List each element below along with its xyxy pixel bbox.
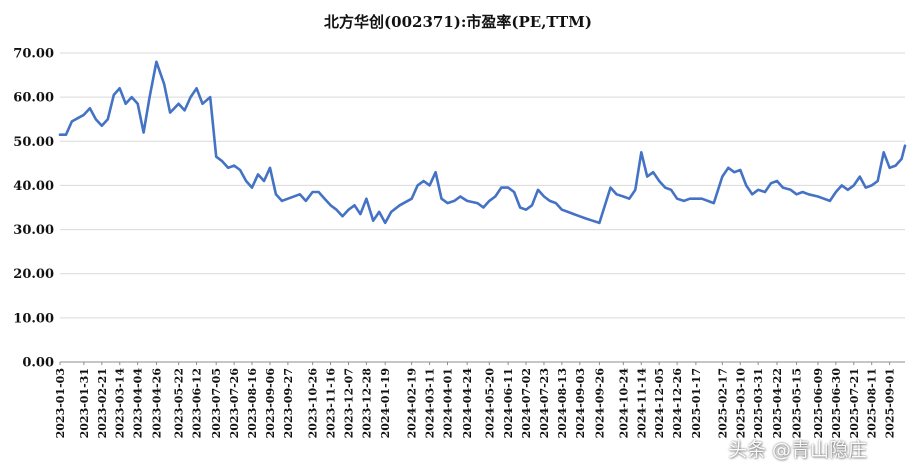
y-axis-tick-labels: 0.00 10.00 20.00 30.00 40.00 50.00 60.00 70.00 [13,47,54,371]
x-tick-label: 2024-04-01 [442,368,455,438]
x-tick-label: 2023-09-06 [264,368,277,439]
x-tick-label: 2024-07-02 [520,368,533,438]
pe-series-line [58,60,907,225]
watermark-text: 头条 @青山隐庄 [728,439,868,461]
x-tick-label: 2023-05-22 [173,368,186,438]
gridlines [60,52,905,319]
chart-title: 北方华创(002371):市盈率(PE,TTM) [324,13,592,31]
x-tick-label: 2025-02-17 [716,368,729,438]
y-tick-label: 10.00 [13,311,54,326]
y-tick-label: 30.00 [13,223,54,238]
x-tick-label: 2025-01-17 [690,368,703,438]
x-tick-label: 2023-07-05 [210,368,223,438]
x-tick-label: 2024-01-19 [379,368,392,438]
x-tick-label: 2023-12-28 [360,368,373,439]
x-tick-label: 2023-06-12 [191,368,204,438]
x-tick-label: 2023-08-16 [246,368,259,439]
y-tick-label: 70.00 [13,47,54,62]
x-tick-label: 2023-04-04 [132,368,145,439]
x-tick-label: 2025-07-21 [848,368,861,438]
x-tick-label: 2025-09-01 [884,368,897,438]
x-tick-label: 2023-02-21 [96,368,109,438]
x-tick-label: 2023-07-26 [228,368,241,439]
x-tick-label: 2024-08-13 [556,368,569,438]
x-tick-label: 2025-08-11 [866,368,879,438]
y-tick-label: 40.00 [13,179,54,194]
x-tick-label: 2023-10-26 [307,368,320,439]
x-tick-label: 2023-09-27 [282,368,295,438]
x-tick-label: 2024-03-11 [424,368,437,438]
y-tick-label: 20.00 [13,267,54,282]
x-tick-label: 2023-12-07 [342,368,355,438]
y-tick-label: 0.00 [22,356,54,371]
x-tick-label: 2024-09-26 [593,368,606,439]
x-tick-label: 2023-03-14 [114,368,127,439]
x-tick-label: 2025-06-30 [830,368,843,439]
x-tick-label: 2024-11-14 [635,368,648,439]
x-tick-label: 2023-11-16 [325,368,338,439]
x-tick-label: 2025-03-31 [752,368,765,438]
y-tick-label: 50.00 [13,135,54,150]
x-tick-label: 2024-10-24 [617,368,630,439]
x-tick-label: 2025-03-10 [734,368,747,439]
x-tick-label: 2024-02-19 [406,368,419,438]
x-tick-label: 2025-04-22 [771,368,784,438]
x-tick-label: 2024-06-11 [502,368,515,438]
x-tick-label: 2023-04-26 [150,368,163,439]
x-tick-label: 2024-12-05 [653,368,666,438]
y-tick-label: 60.00 [13,91,54,106]
x-tick-label: 2025-06-09 [812,368,825,438]
x-tick-label: 2025-05-15 [791,368,804,438]
x-tick-label: 2023-01-03 [54,368,67,438]
x-axis-tick-labels: 2023-01-03 2023-01-31 2023-02-21 2023-03-14… [54,362,897,438]
x-tick-label: 2024-05-20 [483,368,496,439]
x-tick-label: 2024-12-26 [671,368,684,439]
x-tick-label: 2024-04-24 [461,368,474,439]
x-tick-label: 2024-07-23 [538,368,551,438]
x-tick-label: 2023-01-31 [78,368,91,438]
x-tick-label: 2024-09-03 [574,368,587,438]
